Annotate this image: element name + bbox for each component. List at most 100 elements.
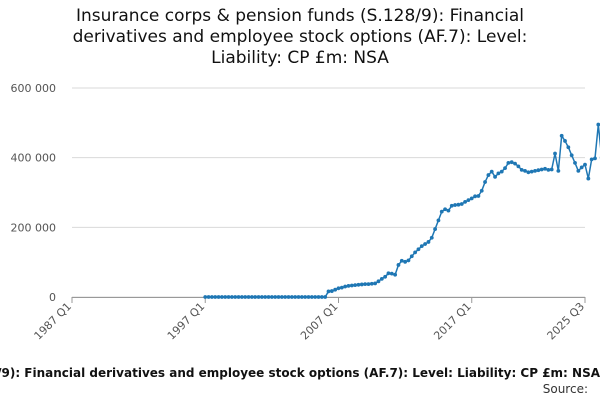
data-point [533, 169, 537, 173]
data-point [249, 295, 254, 299]
data-point [556, 169, 561, 173]
data-point [256, 295, 261, 299]
data-point [503, 166, 507, 171]
data-point [526, 170, 531, 175]
data-point [210, 295, 214, 299]
data-point [479, 188, 484, 193]
data-point [423, 242, 427, 246]
data-point [286, 295, 291, 299]
data-point [323, 295, 328, 299]
data-point [486, 173, 491, 177]
data-point [353, 283, 358, 288]
data-point [463, 200, 467, 204]
data-point [483, 180, 487, 184]
data-point [403, 259, 408, 264]
data-point [246, 295, 251, 299]
data-point [359, 282, 364, 287]
data-point [239, 295, 244, 299]
data-point [509, 160, 514, 165]
chart-title-line-1: Insurance corps & pension funds (S.128/9… [75, 6, 525, 26]
data-point [549, 167, 554, 172]
data-point [236, 295, 241, 299]
x-tick-label: 2017 Q1 [431, 300, 474, 343]
data-point [583, 162, 587, 167]
data-point [439, 209, 444, 214]
y-tick-label: 400 000 [11, 152, 57, 165]
data-point [489, 169, 494, 174]
data-point [366, 282, 371, 287]
data-point [443, 207, 447, 212]
data-point [396, 263, 401, 267]
data-point [306, 295, 311, 299]
data-point [419, 244, 424, 249]
data-point [356, 282, 361, 287]
y-tick-label: 0 [49, 291, 56, 304]
chart-title-line-2: derivatives and employee stock options (… [72, 27, 528, 47]
data-point [299, 295, 304, 299]
data-point [233, 295, 238, 299]
data-point [313, 295, 318, 299]
data-point [216, 295, 221, 299]
data-point [243, 295, 248, 299]
x-tick-label: 1987 Q1 [32, 300, 75, 343]
data-point [446, 208, 451, 213]
data-point [206, 295, 211, 299]
data-point [523, 169, 527, 173]
data-point [203, 295, 208, 299]
data-point [226, 295, 231, 299]
data-point [576, 169, 581, 173]
data-point [223, 295, 228, 299]
data-point [453, 203, 457, 207]
data-point [259, 295, 264, 299]
data-point [373, 281, 378, 286]
chart-title: Insurance corps & pension funds (S.128/9… [20, 6, 580, 69]
data-point [296, 295, 301, 299]
data-point [426, 240, 431, 244]
gridlines [72, 87, 585, 298]
data-point [379, 276, 384, 281]
data-point [496, 171, 501, 176]
data-point [213, 295, 218, 299]
data-point [399, 258, 404, 263]
data-point [456, 202, 461, 207]
data-point [409, 254, 414, 259]
data-point [506, 160, 511, 165]
data-point [416, 247, 421, 252]
data-point [363, 282, 368, 287]
data-point [283, 295, 288, 299]
data-point [429, 235, 434, 240]
data-point [386, 271, 391, 276]
data-point [393, 272, 398, 277]
data-point [466, 198, 471, 203]
data-point [519, 167, 524, 172]
y-tick-label: 600 000 [11, 82, 57, 95]
x-tick-label: 2007 Q1 [298, 300, 341, 343]
data-point [476, 194, 481, 198]
data-point [579, 165, 584, 170]
data-point [349, 283, 354, 288]
data-point [469, 196, 474, 201]
data-point [319, 295, 324, 299]
data-point [303, 295, 308, 299]
data-point [309, 295, 314, 299]
series-line [205, 123, 600, 298]
data-point [553, 151, 557, 156]
data-point [436, 218, 441, 223]
data-point [573, 160, 577, 165]
data-point [473, 194, 477, 199]
y-tick-label: 200 000 [11, 221, 57, 234]
data-point [376, 279, 381, 284]
data-point [413, 250, 418, 255]
data-point [593, 156, 597, 161]
data-point [336, 286, 341, 291]
data-point [220, 295, 224, 299]
data-point [293, 295, 298, 299]
x-tick-label: 1997 Q1 [165, 300, 208, 343]
data-point [333, 287, 338, 292]
data-point [559, 133, 564, 138]
data-point [493, 174, 497, 179]
data-point [563, 139, 567, 143]
data-point [586, 176, 591, 181]
series-label: Insurance corps & pension funds (S.128/9… [0, 366, 600, 380]
data-point [326, 289, 331, 294]
